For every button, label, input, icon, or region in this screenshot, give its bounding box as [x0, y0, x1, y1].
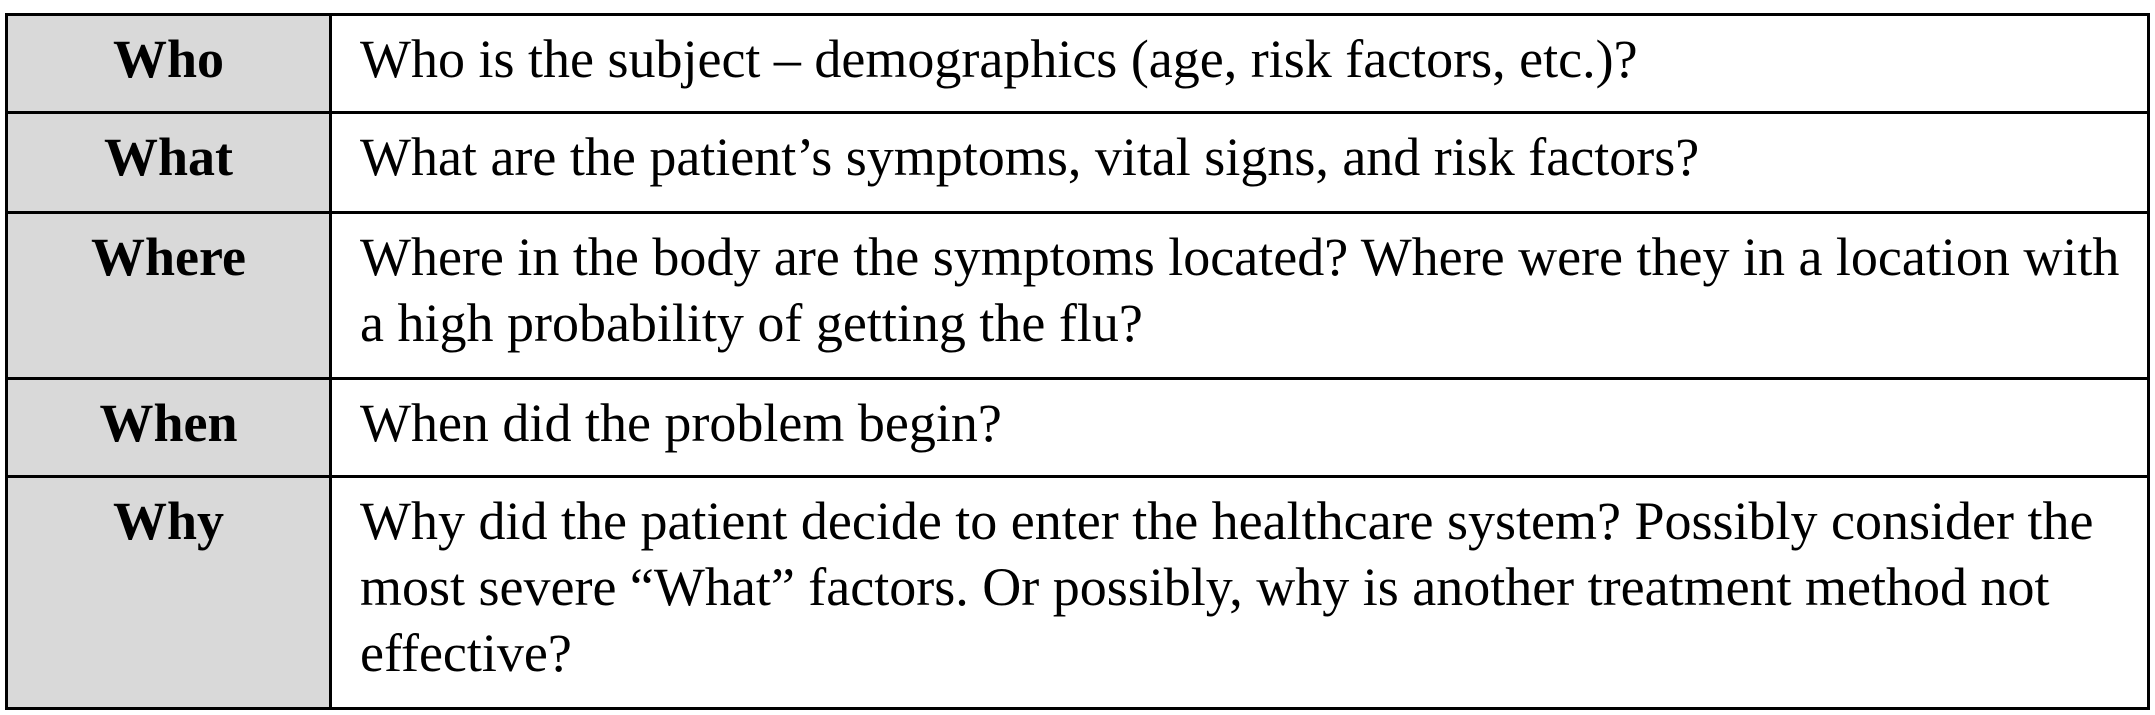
term-cell-when: When [5, 376, 332, 478]
question-cell-where: Where in the body are the symptoms locat… [329, 210, 2150, 380]
term-cell-why: Why [5, 474, 332, 711]
term-cell-who: Who [5, 12, 332, 115]
question-cell-when: When did the problem begin? [329, 376, 2150, 478]
term-cell-what: What [5, 111, 332, 214]
table-row-who: Who Who is the subject – demographics (a… [5, 12, 2150, 115]
five-w-table: Who Who is the subject – demographics (a… [5, 12, 2150, 711]
table-row-what: What What are the patient’s symptoms, vi… [5, 111, 2150, 214]
table-row-when: When When did the problem begin? [5, 376, 2150, 478]
table-row-where: Where Where in the body are the symptoms… [5, 210, 2150, 380]
table-row-why: Why Why did the patient decide to enter … [5, 474, 2150, 711]
question-cell-who: Who is the subject – demographics (age, … [329, 12, 2150, 115]
question-cell-what: What are the patient’s symptoms, vital s… [329, 111, 2150, 214]
term-cell-where: Where [5, 210, 332, 380]
question-cell-why: Why did the patient decide to enter the … [329, 474, 2150, 711]
